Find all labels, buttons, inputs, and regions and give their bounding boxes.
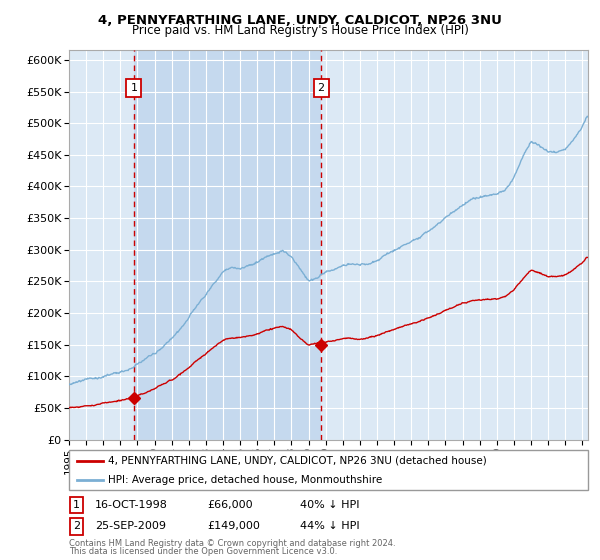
- Bar: [134, 50, 321, 440]
- Text: Price paid vs. HM Land Registry's House Price Index (HPI): Price paid vs. HM Land Registry's House …: [131, 24, 469, 37]
- Text: Contains HM Land Registry data © Crown copyright and database right 2024.: Contains HM Land Registry data © Crown c…: [69, 539, 395, 548]
- FancyBboxPatch shape: [69, 450, 588, 490]
- Text: 40% ↓ HPI: 40% ↓ HPI: [300, 500, 359, 510]
- Text: 25-SEP-2009: 25-SEP-2009: [95, 521, 166, 531]
- Text: £66,000: £66,000: [207, 500, 253, 510]
- Text: HPI: Average price, detached house, Monmouthshire: HPI: Average price, detached house, Monm…: [108, 475, 382, 485]
- Text: 2: 2: [73, 521, 80, 531]
- Text: 4, PENNYFARTHING LANE, UNDY, CALDICOT, NP26 3NU (detached house): 4, PENNYFARTHING LANE, UNDY, CALDICOT, N…: [108, 456, 487, 466]
- Text: 2: 2: [317, 83, 325, 94]
- Text: £149,000: £149,000: [207, 521, 260, 531]
- Text: 4, PENNYFARTHING LANE, UNDY, CALDICOT, NP26 3NU: 4, PENNYFARTHING LANE, UNDY, CALDICOT, N…: [98, 14, 502, 27]
- Text: 1: 1: [73, 500, 80, 510]
- Text: 1: 1: [130, 83, 137, 94]
- Text: 16-OCT-1998: 16-OCT-1998: [95, 500, 167, 510]
- Text: 44% ↓ HPI: 44% ↓ HPI: [300, 521, 359, 531]
- Text: This data is licensed under the Open Government Licence v3.0.: This data is licensed under the Open Gov…: [69, 547, 337, 556]
